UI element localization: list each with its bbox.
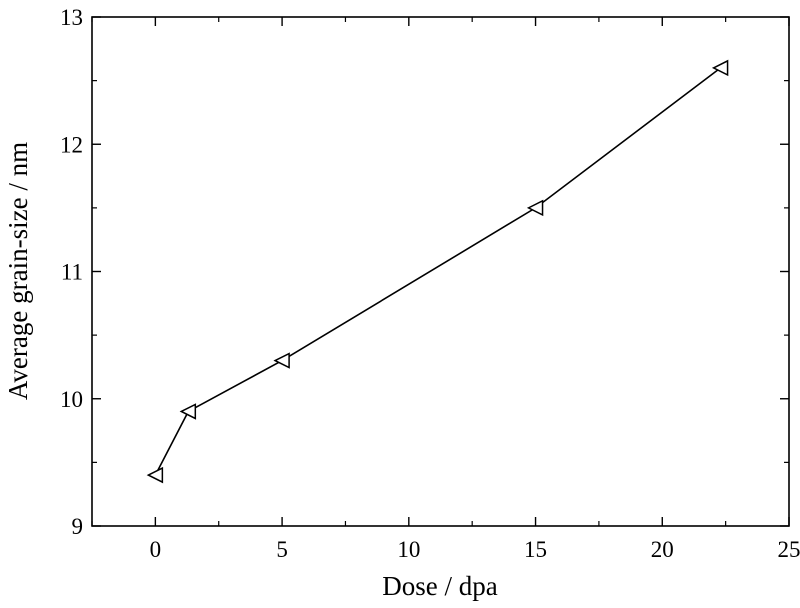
data-point: [711, 59, 729, 77]
y-tick-label: 12: [60, 132, 83, 157]
x-tick-label: 15: [524, 537, 547, 562]
y-tick-label: 11: [61, 260, 83, 285]
data-point: [179, 403, 197, 420]
data-point: [146, 466, 164, 484]
x-tick-label: 10: [397, 537, 420, 562]
x-tick-label: 25: [778, 537, 800, 562]
y-axis-ticks: 9 10 11 12 13: [60, 5, 789, 539]
x-axis-ticks: 0 5 10 15 20 25: [91, 17, 800, 562]
y-axis-title: Average grain-size / nm: [3, 142, 33, 400]
y-tick-label: 13: [60, 5, 83, 30]
plot-frame: [91, 16, 790, 527]
data-point: [526, 199, 544, 217]
x-axis-title: Dose / dpa: [382, 571, 497, 601]
x-tick-label: 0: [150, 537, 162, 562]
series-line: [154, 67, 722, 476]
x-tick-label: 5: [276, 537, 288, 562]
series-layer: [146, 59, 729, 484]
y-tick-label: 9: [72, 514, 84, 539]
x-tick-label: 20: [651, 537, 674, 562]
data-point: [273, 352, 290, 369]
y-tick-label: 10: [60, 387, 83, 412]
